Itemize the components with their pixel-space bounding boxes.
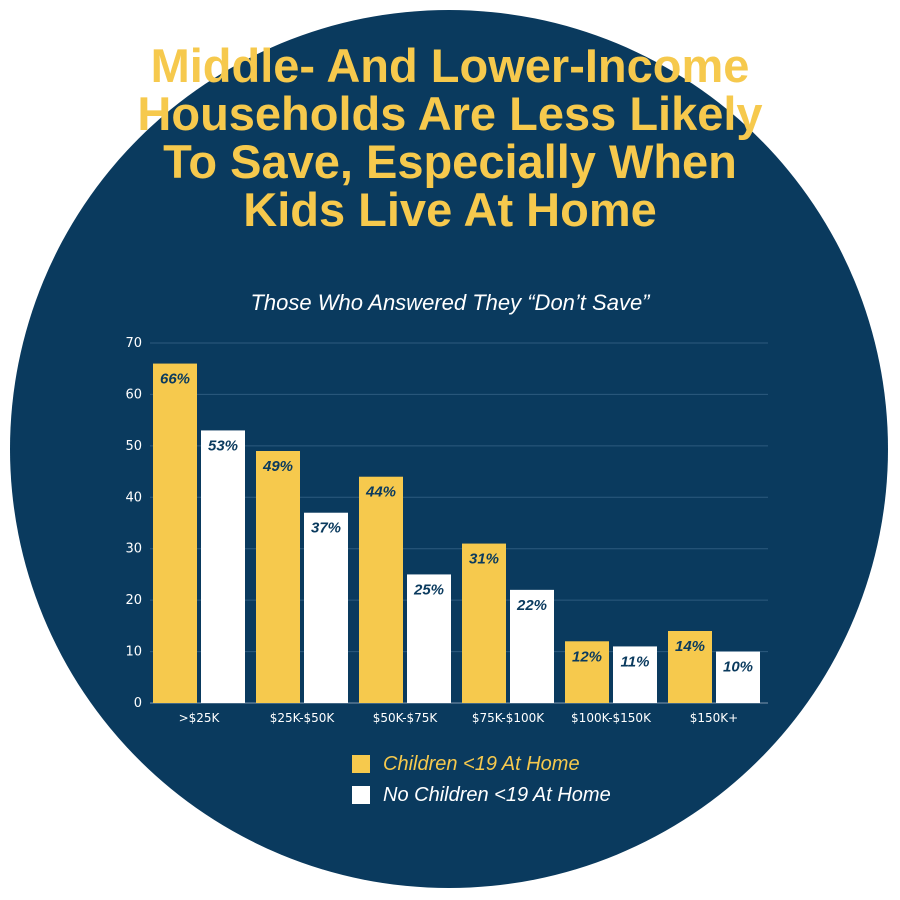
data-label: 10% [723, 659, 753, 676]
bar [256, 451, 300, 703]
bar [201, 430, 245, 703]
data-label: 37% [311, 520, 341, 537]
y-tick-label: 70 [125, 336, 142, 351]
bar [153, 363, 197, 703]
bar [716, 651, 760, 703]
x-tick-label: $75K-$100K [472, 711, 545, 725]
bar [462, 543, 506, 703]
data-label: 22% [516, 597, 547, 614]
y-tick-label: 10 [125, 645, 142, 660]
y-tick-label: 0 [134, 696, 142, 711]
chart-title: Middle- And Lower-Income Households Are … [137, 39, 763, 236]
data-label: 31% [469, 551, 499, 568]
x-tick-label: $25K-$50K [270, 711, 336, 725]
y-tick-label: 40 [125, 490, 142, 505]
legend-item-no-children: No Children <19 At Home [352, 784, 611, 806]
data-label: 25% [413, 581, 444, 598]
data-label: 44% [365, 484, 396, 501]
legend-label-no-children: No Children <19 At Home [383, 783, 611, 806]
legend-swatch-children [352, 755, 370, 773]
x-tick-label: >$25K [179, 711, 221, 725]
legend-swatch-no-children [352, 786, 370, 804]
x-tick-label: $100K-$150K [571, 711, 652, 725]
y-tick-label: 50 [125, 439, 142, 454]
legend-label-children: Children <19 At Home [383, 752, 580, 775]
bar [304, 512, 348, 703]
bar [510, 589, 554, 703]
x-tick-label: $50K-$75K [373, 711, 439, 725]
bar [407, 574, 451, 703]
y-tick-label: 60 [125, 387, 142, 402]
bar [565, 641, 609, 703]
data-label: 53% [208, 437, 238, 454]
bar [613, 646, 657, 703]
data-label: 12% [572, 648, 602, 665]
data-label: 66% [160, 371, 190, 388]
data-label: 14% [675, 638, 705, 655]
data-label: 11% [621, 653, 650, 670]
legend-item-children: Children <19 At Home [352, 753, 580, 775]
bar [359, 476, 403, 703]
y-tick-label: 20 [125, 593, 142, 608]
bar [668, 631, 712, 703]
y-tick-label: 30 [125, 542, 142, 557]
data-label: 49% [262, 458, 293, 475]
x-tick-label: $150K+ [690, 711, 738, 725]
chart-subtitle: Those Who Answered They “Don’t Save” [250, 290, 650, 315]
